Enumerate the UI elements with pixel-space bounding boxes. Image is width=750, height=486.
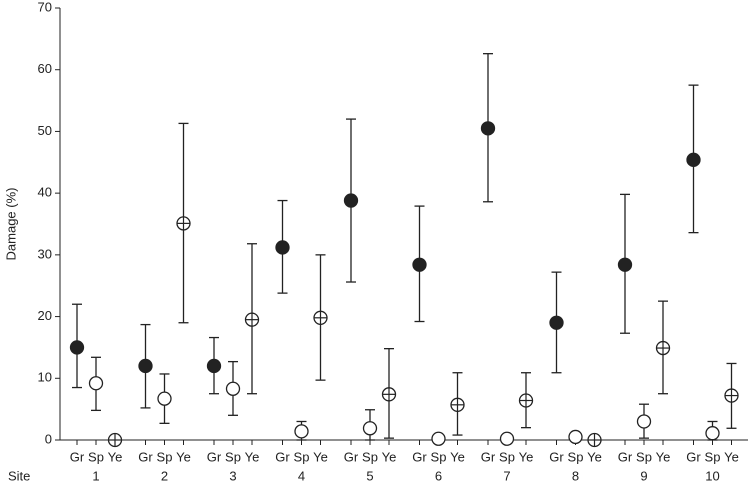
site-label: 9 — [640, 468, 647, 483]
y-tick-label: 70 — [38, 0, 52, 14]
point — [617, 257, 633, 272]
group-label: Gr — [344, 449, 359, 464]
group-label: Gr — [138, 449, 153, 464]
point — [686, 152, 701, 167]
group-label: Ye — [656, 449, 671, 464]
point — [362, 421, 378, 436]
y-tick-label: 30 — [38, 246, 52, 261]
point — [138, 358, 153, 374]
y-tick-label: 40 — [38, 185, 52, 200]
y-tick-label: 50 — [38, 123, 52, 138]
group-label: Sp — [499, 449, 515, 464]
group-label: Ye — [382, 449, 397, 464]
point — [206, 358, 222, 374]
group-label: Gr — [70, 449, 85, 464]
group-label: Sp — [431, 449, 447, 464]
group-label: Ye — [176, 449, 191, 464]
group-label: Ye — [245, 449, 260, 464]
point — [294, 424, 309, 439]
group-label: Ye — [519, 449, 534, 464]
group-label: Ye — [587, 449, 602, 464]
point — [568, 429, 583, 445]
point — [705, 426, 720, 441]
group-label: Sp — [157, 449, 173, 464]
group-label: Sp — [88, 449, 104, 464]
point — [225, 381, 241, 396]
group-label: Ye — [313, 449, 328, 464]
site-label: 8 — [572, 468, 579, 483]
point — [157, 391, 172, 406]
point — [69, 340, 85, 355]
point — [480, 121, 496, 136]
group-label: Sp — [294, 449, 310, 464]
site-label: 7 — [503, 468, 510, 483]
group-label: Gr — [207, 449, 222, 464]
point — [343, 193, 359, 208]
site-label: 4 — [298, 468, 305, 483]
group-label: Gr — [549, 449, 564, 464]
site-label: 6 — [435, 468, 442, 483]
y-tick-label: 10 — [38, 370, 52, 385]
point — [636, 414, 652, 429]
y-axis-label: Damage (%) — [3, 188, 18, 261]
point — [431, 431, 446, 446]
group-label: Gr — [481, 449, 496, 464]
y-tick-label: 60 — [38, 61, 52, 76]
site-label: 10 — [705, 468, 719, 483]
y-tick-label: 20 — [38, 308, 52, 323]
group-label: Sp — [362, 449, 378, 464]
group-label: Ye — [450, 449, 465, 464]
group-label: Gr — [275, 449, 290, 464]
point — [499, 431, 515, 446]
site-label: 2 — [161, 468, 168, 483]
point — [549, 315, 564, 330]
site-label: 1 — [92, 468, 99, 483]
group-label: Gr — [686, 449, 701, 464]
x-axis-label: Site — [8, 468, 30, 483]
point — [275, 240, 290, 255]
site-label: 5 — [366, 468, 373, 483]
group-label: Sp — [636, 449, 652, 464]
point — [88, 376, 104, 391]
group-label: Sp — [225, 449, 241, 464]
group-label: Gr — [412, 449, 427, 464]
group-label: Gr — [618, 449, 633, 464]
point — [412, 257, 427, 272]
y-tick-label: 0 — [45, 431, 52, 446]
group-label: Sp — [568, 449, 584, 464]
site-label: 3 — [229, 468, 236, 483]
group-label: Ye — [724, 449, 739, 464]
group-label: Ye — [108, 449, 123, 464]
group-label: Sp — [705, 449, 721, 464]
